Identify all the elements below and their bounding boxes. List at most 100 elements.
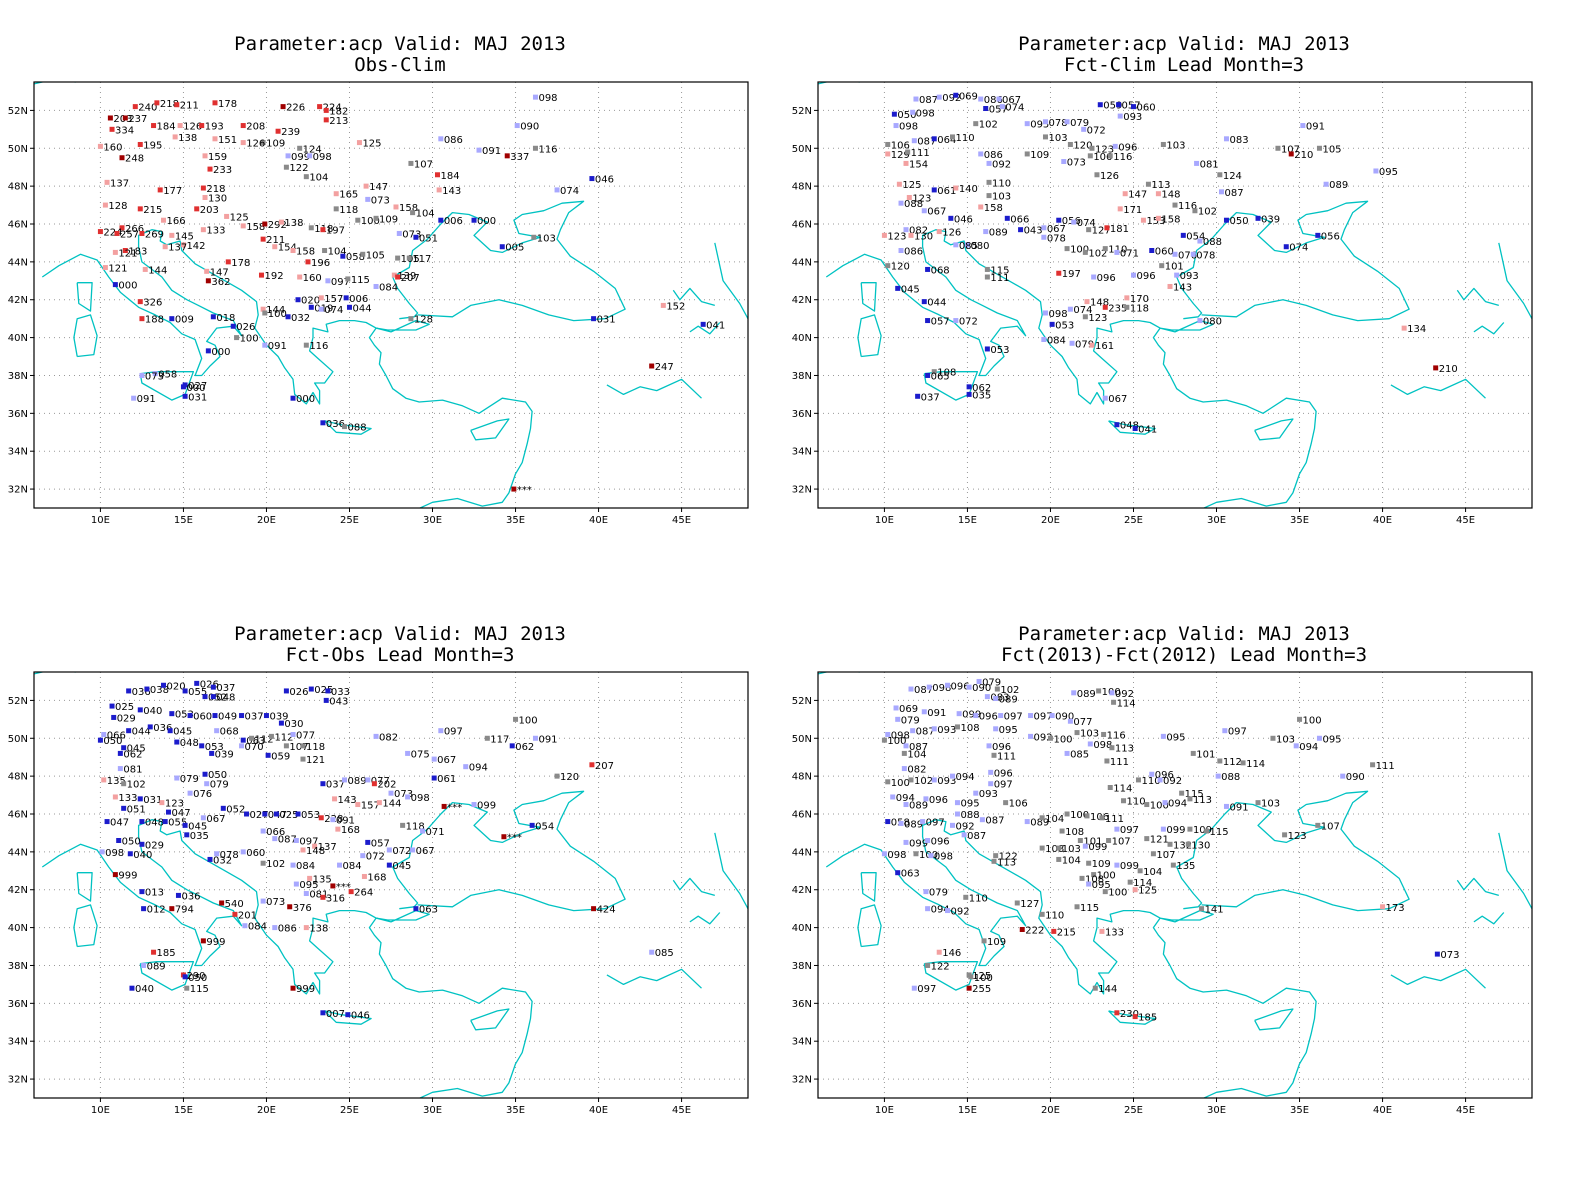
station-value: 111 bbox=[990, 273, 1009, 284]
station: 103 bbox=[1074, 729, 1099, 740]
station-marker bbox=[1114, 1010, 1120, 1016]
station-marker bbox=[1132, 887, 1138, 893]
station-value: 118 bbox=[306, 742, 325, 753]
station-marker bbox=[993, 726, 999, 732]
station: 130 bbox=[908, 231, 933, 242]
station: 084 bbox=[1041, 335, 1066, 346]
station-marker bbox=[905, 149, 911, 155]
station-marker bbox=[963, 894, 969, 900]
station-marker bbox=[348, 889, 354, 895]
station: 005 bbox=[499, 243, 524, 254]
station-value: 334 bbox=[115, 125, 134, 136]
station-value: 540 bbox=[225, 899, 244, 910]
station-value: 098 bbox=[934, 852, 953, 863]
station-value: 060 bbox=[1136, 103, 1155, 114]
station-value: 026 bbox=[200, 679, 219, 690]
station-marker bbox=[337, 862, 343, 868]
station: 081 bbox=[303, 890, 328, 901]
station: 126 bbox=[1094, 171, 1119, 182]
station-value: 106 bbox=[1009, 799, 1028, 810]
station: 006 bbox=[438, 216, 463, 227]
station-marker bbox=[1159, 263, 1165, 269]
station-marker bbox=[1185, 841, 1191, 847]
x-tick-label: 15E bbox=[174, 1105, 193, 1116]
coastline-segment bbox=[857, 904, 882, 948]
x-tick-label: 45E bbox=[1456, 1105, 1475, 1116]
station-value: 086 bbox=[984, 95, 1003, 106]
station-value: 048 bbox=[216, 693, 235, 704]
station: 092 bbox=[986, 159, 1011, 170]
station-marker bbox=[966, 684, 972, 690]
station: 334 bbox=[109, 125, 134, 136]
station-marker bbox=[1121, 798, 1127, 804]
station-marker bbox=[885, 151, 891, 157]
station-value: 031 bbox=[188, 392, 207, 403]
station-value: 101 bbox=[1196, 749, 1215, 760]
station-marker bbox=[240, 123, 246, 129]
station: 109 bbox=[1187, 825, 1212, 836]
station: 018 bbox=[210, 313, 235, 324]
coastline-segment bbox=[860, 872, 877, 902]
station: 183 bbox=[122, 247, 147, 258]
station: 100 bbox=[1047, 734, 1073, 745]
station-value: 090 bbox=[1055, 712, 1074, 723]
station-value: 095 bbox=[1322, 734, 1341, 745]
station-marker bbox=[1223, 136, 1229, 142]
station-value: 123 bbox=[912, 193, 931, 204]
station-value: 051 bbox=[419, 233, 438, 244]
station: 050 bbox=[202, 770, 227, 781]
station: 104 bbox=[1137, 867, 1162, 878]
station-marker bbox=[925, 838, 931, 844]
station-value: 063 bbox=[419, 905, 438, 916]
station-value: 999 bbox=[296, 984, 315, 995]
station-value: 152 bbox=[666, 301, 685, 312]
station-marker bbox=[1111, 699, 1117, 705]
station-marker bbox=[983, 229, 989, 235]
station: 097 bbox=[920, 818, 945, 829]
station: 100 bbox=[1102, 888, 1127, 899]
station-value: 039 bbox=[1261, 214, 1280, 225]
coastline-segment bbox=[470, 418, 510, 441]
station-value: 044 bbox=[352, 303, 371, 314]
station-value: 096 bbox=[1097, 273, 1116, 284]
station-value: 137 bbox=[318, 842, 337, 853]
station-value: 060 bbox=[193, 712, 212, 723]
station-marker bbox=[161, 217, 167, 223]
station-value: 148 bbox=[306, 846, 325, 857]
station-marker bbox=[104, 819, 110, 825]
station-marker bbox=[591, 316, 597, 322]
station-value: 056 bbox=[1321, 231, 1340, 242]
station-value: 066 bbox=[266, 827, 285, 838]
station: 118 bbox=[300, 742, 325, 753]
station-marker bbox=[926, 684, 932, 690]
station: 107 bbox=[1150, 850, 1176, 861]
station: 091 bbox=[330, 816, 355, 827]
station: 095 bbox=[1024, 120, 1049, 131]
station: 090 bbox=[1049, 712, 1074, 723]
station: 247 bbox=[649, 362, 674, 373]
station: 999 bbox=[290, 984, 315, 995]
panel-fct-clim: Parameter:acp Valid: MAJ 2013 Fct-Clim L… bbox=[784, 0, 1584, 590]
station: 095 bbox=[293, 880, 318, 891]
coastline-segment bbox=[1390, 378, 1486, 399]
station: 089 bbox=[1323, 180, 1348, 191]
station: 025 bbox=[273, 810, 299, 821]
station-value: 009 bbox=[175, 315, 194, 326]
station: 158 bbox=[1155, 214, 1180, 225]
station-marker bbox=[1270, 735, 1276, 741]
station-value: 102 bbox=[1088, 248, 1107, 259]
station: 086 bbox=[898, 247, 923, 258]
station: 057 bbox=[365, 838, 390, 849]
station: 079 bbox=[976, 677, 1001, 688]
x-tick-label: 10E bbox=[91, 1105, 110, 1116]
station: 096 bbox=[986, 742, 1011, 753]
station: 039 bbox=[1255, 214, 1280, 225]
station-marker bbox=[144, 686, 150, 692]
station-marker bbox=[1222, 728, 1228, 734]
station-value: 045 bbox=[188, 821, 207, 832]
station: 207 bbox=[395, 273, 420, 284]
station-value: 117 bbox=[412, 254, 431, 265]
station-marker bbox=[1084, 813, 1090, 819]
stations: 2032372402182111781841261932082262241822… bbox=[97, 93, 725, 496]
station-marker bbox=[104, 179, 110, 185]
